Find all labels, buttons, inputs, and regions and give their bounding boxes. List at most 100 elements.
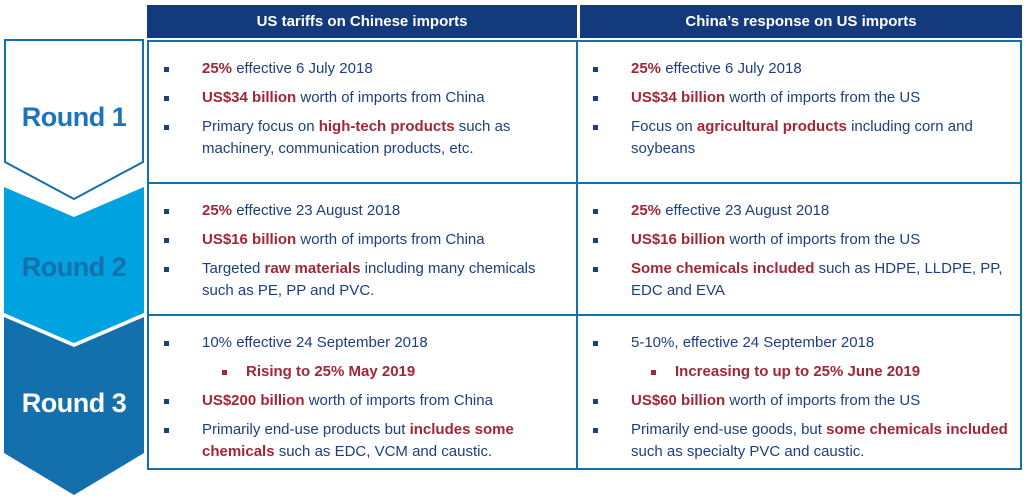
sub-bullet: Increasing to up to 25% June 2019 xyxy=(649,361,1012,383)
bullet-marker xyxy=(220,361,246,383)
header-cell-us-tariffs: US tariffs on Chinese imports xyxy=(147,5,577,38)
bullet-marker xyxy=(591,200,631,222)
emphasis-text: 25% xyxy=(202,60,233,77)
bullet: 25% effective 6 July 2018 xyxy=(591,58,1012,80)
emphasis-text: US$34 billion xyxy=(202,89,297,106)
emphasis-text: US$34 billion xyxy=(631,89,726,106)
bullet-text: 10% effective 24 September 2018 xyxy=(202,332,568,354)
bullet-text: US$200 billion worth of imports from Chi… xyxy=(202,390,568,412)
bullet-marker xyxy=(162,87,202,109)
bullet-text: US$34 billion worth of imports from the … xyxy=(631,87,1012,109)
bullet-text: 25% effective 23 August 2018 xyxy=(202,200,568,222)
bullet: 25% effective 23 August 2018 xyxy=(162,200,568,222)
table-header-row: US tariffs on Chinese imports China’s re… xyxy=(147,5,1022,38)
plain-text: worth of imports from the US xyxy=(725,231,921,248)
emphasis-text: 25% xyxy=(631,60,662,77)
bullet-text: Primary focus on high-tech products such… xyxy=(202,116,568,160)
emphasis-text: US$200 billion xyxy=(202,392,305,409)
emphasis-text: Some chemicals included xyxy=(631,260,815,277)
bullet: Primarily end-use products but includes … xyxy=(162,419,568,463)
bullet-text: 5-10%, effective 24 September 2018 xyxy=(631,332,1012,354)
plain-text: Targeted xyxy=(202,260,265,277)
plain-text: such as EDC, VCM and caustic. xyxy=(274,443,493,460)
bullet: US$34 billion worth of imports from the … xyxy=(591,87,1012,109)
cell-round2-us: 25% effective 23 August 2018 US$16 billi… xyxy=(149,184,578,316)
bullet: Some chemicals included such as HDPE, LL… xyxy=(591,258,1012,302)
bullet-marker xyxy=(162,116,202,160)
emphasis-text: high-tech products xyxy=(318,118,455,135)
bullet-marker xyxy=(162,229,202,251)
bullet: Focus on agricultural products including… xyxy=(591,116,1012,160)
emphasis-text: includes some chemicals xyxy=(202,421,514,460)
bullet: US$200 billion worth of imports from Chi… xyxy=(162,390,568,412)
round-3-chevron: Round 3 xyxy=(4,317,144,495)
cell-round1-us: 25% effective 6 July 2018 US$34 billion … xyxy=(149,42,578,184)
plain-text: effective 23 August 2018 xyxy=(232,202,401,219)
plain-text: 5-10%, effective 24 September 2018 xyxy=(631,334,875,351)
bullet-text: US$16 billion worth of imports from the … xyxy=(631,229,1012,251)
bullet-marker xyxy=(162,200,202,222)
bullet: US$60 billion worth of imports from the … xyxy=(591,390,1012,412)
bullet-text: Primarily end-use goods, but some chemic… xyxy=(631,419,1012,463)
cell-round2-china: 25% effective 23 August 2018 US$16 billi… xyxy=(578,184,1020,316)
bullet-marker xyxy=(591,258,631,302)
plain-text: effective 6 July 2018 xyxy=(232,60,373,77)
header-cell-china-response: China’s response on US imports xyxy=(580,5,1022,38)
bullet: Primary focus on high-tech products such… xyxy=(162,116,568,160)
plain-text: including many chemicals such as PE, PP … xyxy=(202,260,536,299)
bullet: Primarily end-use goods, but some chemic… xyxy=(591,419,1012,463)
emphasis-text: 25% xyxy=(631,202,662,219)
bullet: US$16 billion worth of imports from Chin… xyxy=(162,229,568,251)
plain-text: 10% effective 24 September 2018 xyxy=(202,334,428,351)
bullet: Targeted raw materials including many ch… xyxy=(162,258,568,302)
plain-text: effective 6 July 2018 xyxy=(661,60,802,77)
emphasis-text: US$16 billion xyxy=(631,231,726,248)
plain-text: effective 23 August 2018 xyxy=(661,202,830,219)
bullet: US$16 billion worth of imports from the … xyxy=(591,229,1012,251)
bullet-marker xyxy=(162,58,202,80)
bullet-text: US$34 billion worth of imports from Chin… xyxy=(202,87,568,109)
bullet: 25% effective 23 August 2018 xyxy=(591,200,1012,222)
plain-text: worth of imports from the US xyxy=(725,89,921,106)
emphasis-text: US$60 billion xyxy=(631,392,726,409)
bullet: 5-10%, effective 24 September 2018 xyxy=(591,332,1012,354)
round-1-label: Round 1 xyxy=(21,102,127,132)
round-2-label: Round 2 xyxy=(21,252,127,282)
emphasis-text: agricultural products xyxy=(696,118,847,135)
emphasis-text: US$16 billion xyxy=(202,231,297,248)
round-3-label: Round 3 xyxy=(21,388,127,418)
bullet-marker xyxy=(162,332,202,354)
cell-round3-china: 5-10%, effective 24 September 2018 Incre… xyxy=(578,316,1020,470)
bullet: 10% effective 24 September 2018 xyxy=(162,332,568,354)
plain-text: worth of imports from China xyxy=(296,89,485,106)
bullet-marker xyxy=(591,116,631,160)
bullet-text: 25% effective 23 August 2018 xyxy=(631,200,1012,222)
plain-text: including corn and soybeans xyxy=(631,118,973,157)
bullet-text: 25% effective 6 July 2018 xyxy=(202,58,568,80)
plain-text: worth of imports from China xyxy=(296,231,485,248)
bullet-marker xyxy=(162,390,202,412)
bullet-text: 25% effective 6 July 2018 xyxy=(631,58,1012,80)
bullet-marker xyxy=(591,87,631,109)
emphasis-text: some chemicals included xyxy=(826,421,1008,438)
chevron-shape-round-1 xyxy=(4,39,144,201)
emphasis-text: Increasing to up to 25% June 2019 xyxy=(675,363,921,380)
cell-round1-china: 25% effective 6 July 2018 US$34 billion … xyxy=(578,42,1020,184)
cell-round3-us: 10% effective 24 September 2018 Rising t… xyxy=(149,316,578,470)
plain-text: such as machinery, communication product… xyxy=(202,118,511,157)
bullet-text: Rising to 25% May 2019 xyxy=(246,361,568,383)
sub-bullet: Rising to 25% May 2019 xyxy=(220,361,568,383)
plain-text: worth of imports from China xyxy=(304,392,493,409)
bullet-marker xyxy=(591,390,631,412)
emphasis-text: Rising to 25% May 2019 xyxy=(246,363,416,380)
bullet-text: Targeted raw materials including many ch… xyxy=(202,258,568,302)
bullet-marker xyxy=(162,419,202,463)
plain-text: Focus on xyxy=(631,118,697,135)
bullet-text: Focus on agricultural products including… xyxy=(631,116,1012,160)
plain-text: such as specialty PVC and caustic. xyxy=(631,443,865,460)
plain-text: worth of imports from the US xyxy=(725,392,921,409)
bullet-text: Some chemicals included such as HDPE, LL… xyxy=(631,258,1012,302)
bullet-marker xyxy=(591,332,631,354)
round-2-chevron: Round 2 xyxy=(4,187,144,345)
bullet-marker xyxy=(591,229,631,251)
